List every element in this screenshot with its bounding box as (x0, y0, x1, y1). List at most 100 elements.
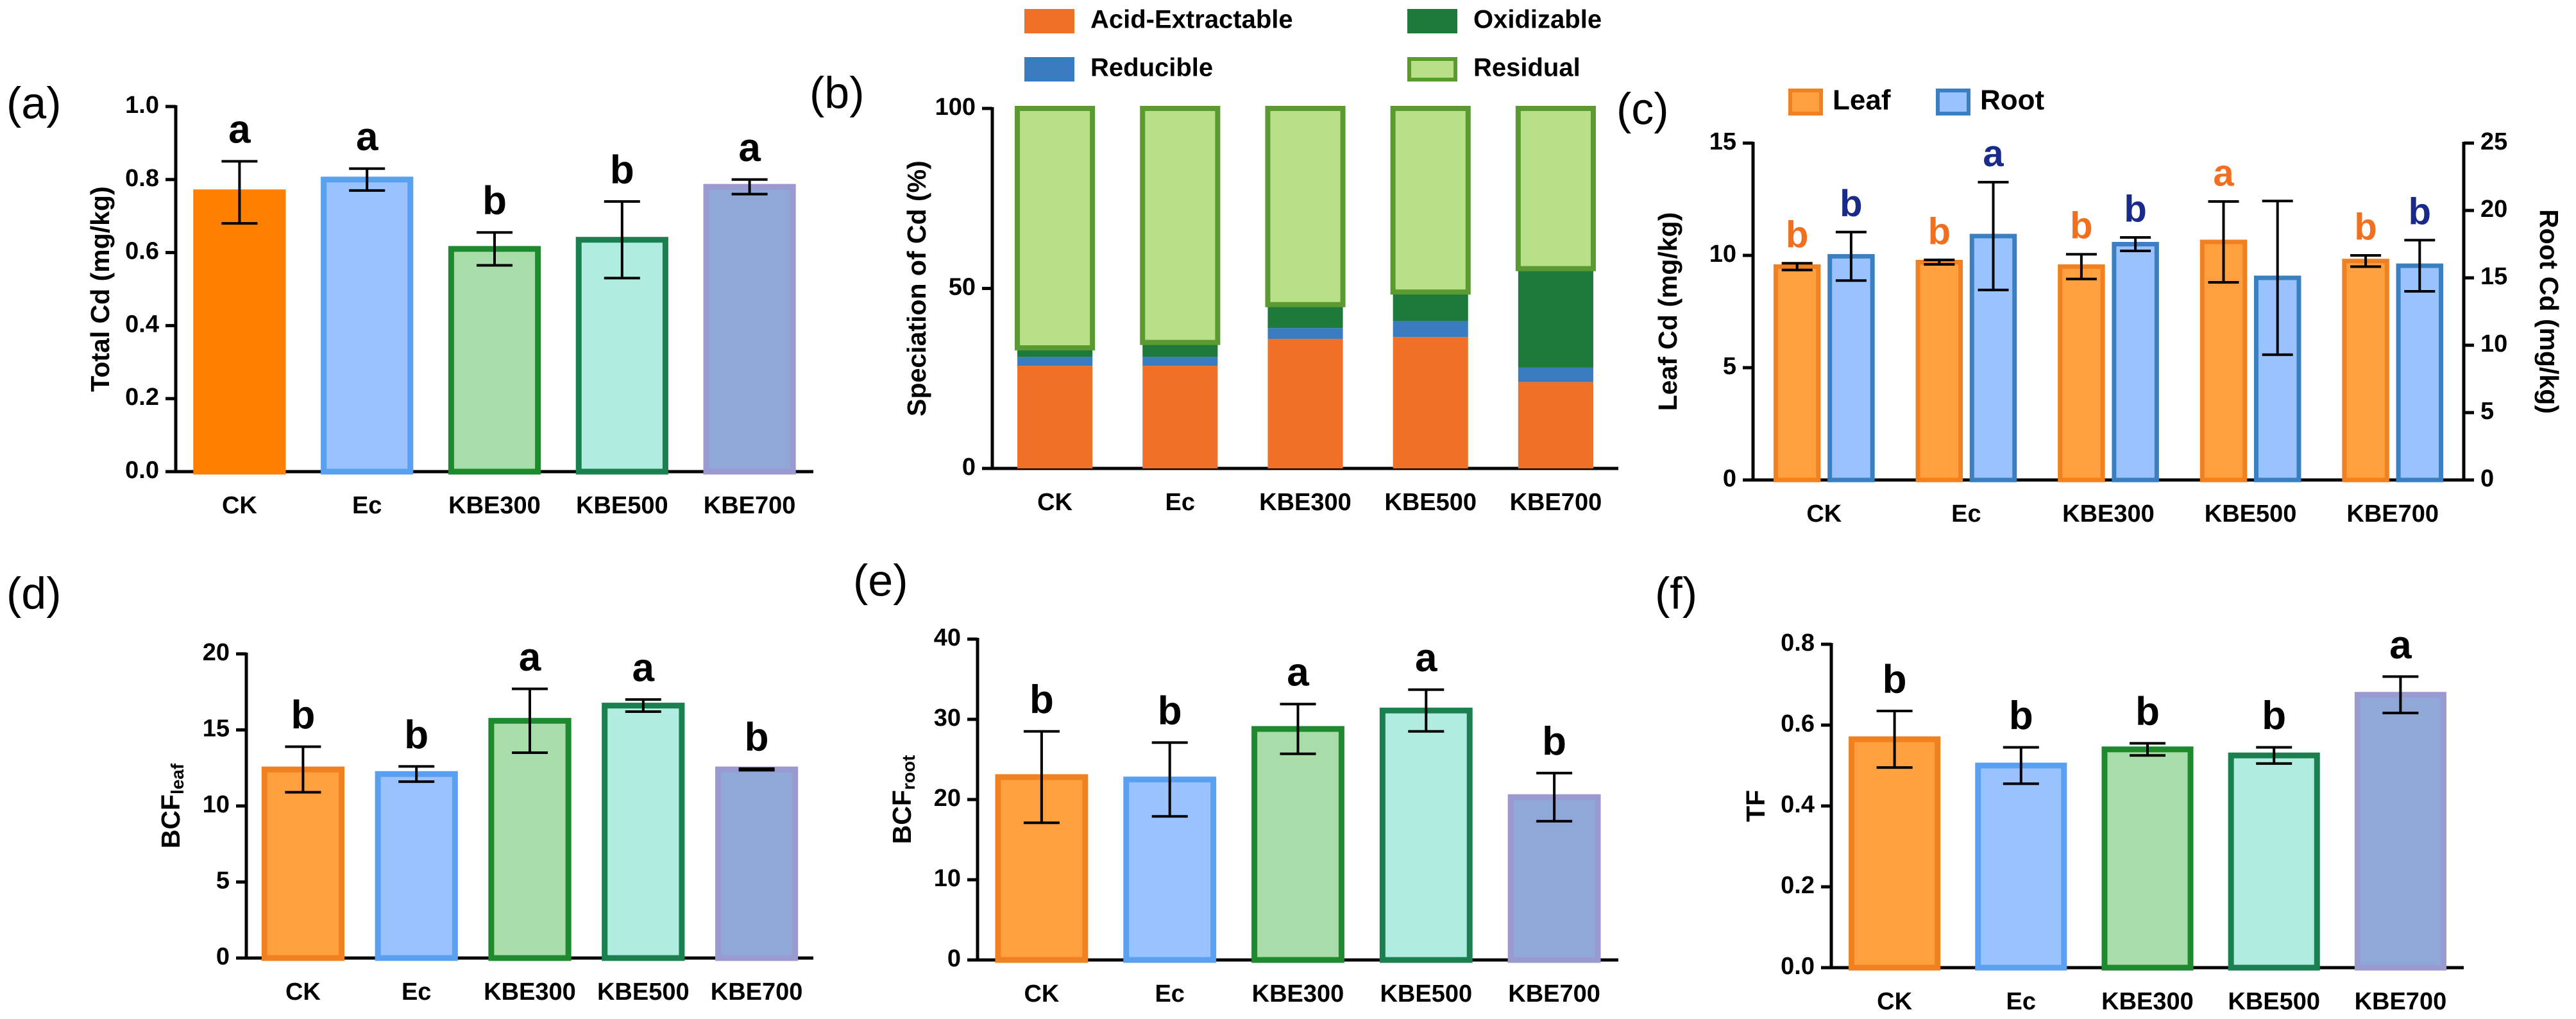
bar-segment (1393, 292, 1468, 321)
y-tick-label: 0.4 (1781, 791, 1815, 818)
legend-label: Acid-Extractable (1090, 6, 1293, 34)
y-tick-label: 20 (203, 639, 230, 666)
legend-swatch (1024, 9, 1074, 33)
significance-letter: b (482, 179, 507, 223)
bar (261, 766, 345, 961)
y-tick-label: 0 (2480, 465, 2494, 492)
bar (2101, 746, 2194, 971)
significance-letter: b (2070, 205, 2092, 247)
legend-swatch (1936, 89, 1970, 116)
y-tick-label: 100 (935, 94, 976, 121)
significance-letter: a (2213, 152, 2234, 194)
bar-segment (1390, 106, 1471, 295)
bar-segment (1265, 106, 1346, 307)
y-tick-label: 20 (2480, 196, 2507, 223)
bar (2396, 263, 2444, 483)
bar-segment (1140, 106, 1221, 345)
bar-segment (1142, 342, 1218, 357)
x-tick-label: KBE700 (1508, 980, 1600, 1007)
y-axis-label: Total Cd (mg/kg) (85, 186, 115, 391)
y-axis-label: Leaf Cd (mg/kg) (1653, 212, 1682, 411)
bar (1773, 264, 1821, 483)
y-tick-label: 0.0 (1781, 953, 1815, 980)
x-tick-label: KBE500 (2205, 501, 2297, 527)
bar-segment (1515, 106, 1596, 271)
y-tick-label: 0 (1723, 465, 1736, 492)
y-tick-label: 0.6 (125, 238, 159, 265)
bar-segment (1017, 366, 1093, 468)
x-tick-label: KBE500 (576, 492, 668, 519)
bar-segment (1142, 357, 1218, 366)
legend-swatch (1407, 57, 1457, 81)
legend-swatch (1407, 9, 1457, 33)
y-tick-label: 0.2 (1781, 872, 1815, 899)
bar (375, 771, 458, 961)
y-tick-label: 0.0 (125, 457, 159, 484)
bar (488, 717, 572, 961)
significance-letter: b (745, 715, 769, 759)
y-tick-label: 0 (216, 943, 230, 970)
legend-label: Oxidizable (1473, 6, 1602, 34)
bar (703, 184, 796, 475)
bar (2112, 242, 2159, 483)
significance-letter: b (2409, 191, 2431, 233)
bar (1251, 726, 1344, 963)
bar (1849, 736, 1941, 971)
significance-letter: b (1883, 657, 1907, 701)
x-tick-label: CK (1037, 489, 1072, 516)
significance-letter: a (356, 115, 378, 159)
x-tick-label: CK (1806, 501, 1842, 527)
bar (715, 766, 799, 961)
significance-letter: b (1928, 210, 1951, 252)
y-tick-label: 40 (934, 624, 961, 651)
x-tick-label: Ec (1155, 980, 1184, 1007)
y-axis-label-subscript: leaf (167, 763, 187, 794)
significance-letter: b (291, 693, 315, 737)
x-tick-label: CK (1877, 988, 1912, 1015)
legend-label: Leaf (1833, 85, 1891, 116)
bar (448, 246, 541, 475)
x-tick-label: KBE700 (2346, 501, 2439, 527)
bar-segment (1518, 367, 1593, 382)
y-tick-label: 0.6 (1781, 710, 1815, 737)
significance-letter: a (632, 646, 655, 690)
x-tick-label: KBE300 (484, 979, 576, 1006)
panel-label: (a) (6, 78, 62, 128)
y-tick-label: 50 (949, 274, 976, 301)
significance-letter: b (610, 148, 634, 192)
significance-letter: a (519, 635, 541, 680)
x-tick-label: KBE700 (1510, 489, 1602, 516)
bar-segment (1267, 339, 1343, 468)
legend-label: Root (1980, 85, 2045, 116)
y-tick-label: 25 (2480, 128, 2507, 155)
x-tick-label: KBE500 (597, 979, 690, 1006)
y-axis-label-text: BCF (156, 794, 185, 848)
y-tick-label: 0.4 (125, 311, 159, 338)
bar-segment (1393, 337, 1468, 468)
y-tick-label: 0.8 (1781, 629, 1815, 656)
x-tick-label: KBE700 (2355, 988, 2447, 1015)
x-tick-label: KBE500 (1384, 489, 1477, 516)
bar-segment (1017, 357, 1093, 366)
bar-segment (1518, 268, 1593, 368)
bar-segment (1393, 320, 1468, 338)
y-tick-label: 10 (203, 791, 230, 818)
x-tick-label: Ec (2006, 988, 2036, 1015)
y-tick-label: 30 (934, 705, 961, 732)
significance-letter: b (2009, 694, 2033, 738)
significance-letter: a (738, 126, 761, 170)
significance-letter: b (1840, 183, 1862, 225)
y-tick-label: 15 (2480, 263, 2507, 290)
panel-label: (d) (6, 568, 62, 618)
x-tick-label: KBE700 (711, 979, 803, 1006)
bar (2354, 692, 2446, 971)
y-tick-label: 0.2 (125, 384, 159, 411)
bar (602, 703, 685, 961)
x-tick-label: KBE300 (448, 492, 541, 519)
legend-label: Reducible (1090, 54, 1213, 82)
significance-letter: b (1786, 214, 1808, 256)
y-axis-label: BCFleaf (156, 763, 188, 848)
x-tick-label: KBE700 (704, 492, 796, 519)
y-tick-label: 1.0 (125, 92, 159, 119)
x-tick-label: CK (1024, 980, 1059, 1007)
